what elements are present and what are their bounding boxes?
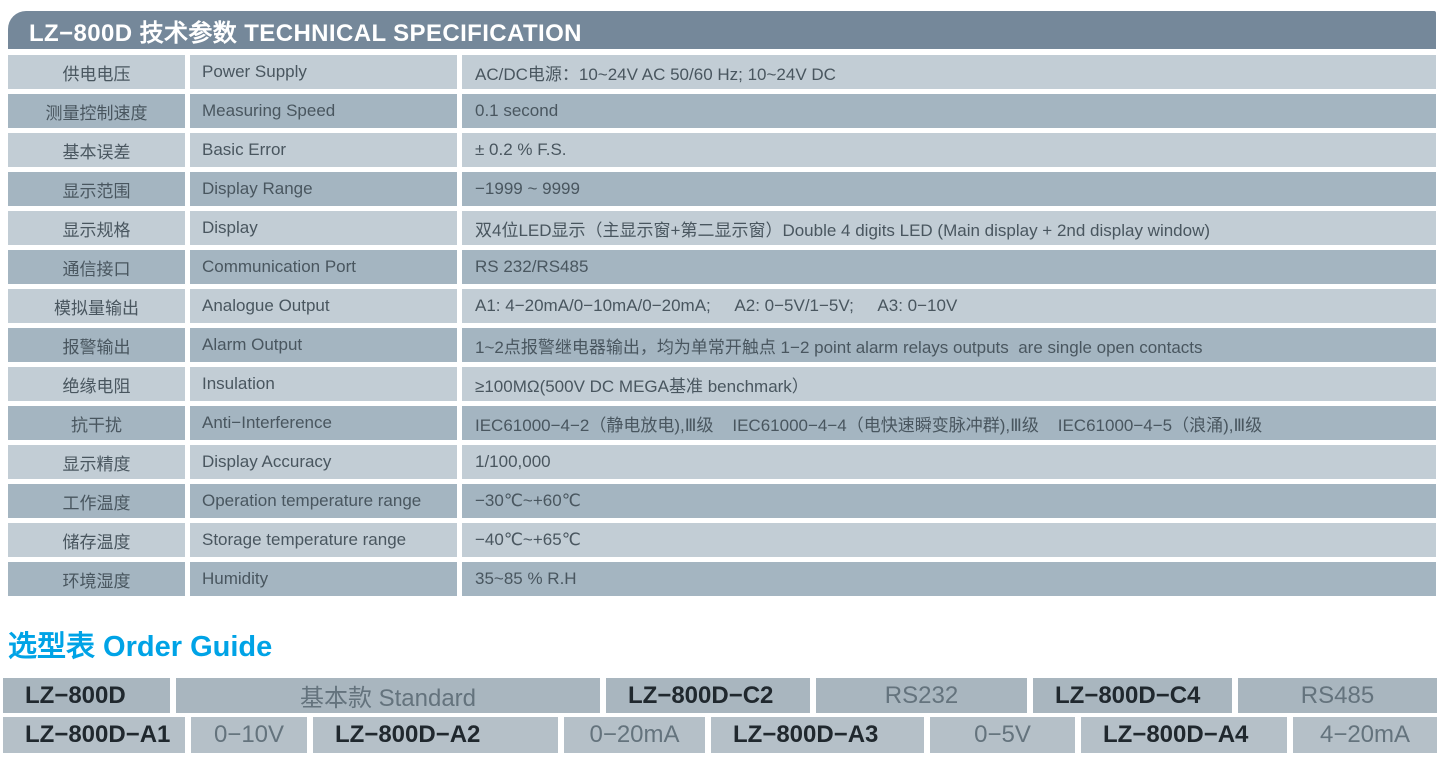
order-guide-row-1: LZ−800D 基本款 Standard LZ−800D−C2 RS232 LZ−800…	[3, 678, 1437, 713]
spec-row: 模拟量输出 Analogue Output A1: 4−20mA/0−10mA/0−…	[8, 289, 1436, 323]
spec-value: −30℃~+60℃	[462, 484, 1436, 518]
spec-value: 0.1 second	[462, 94, 1436, 128]
spec-label-cn: 绝缘电阻	[8, 367, 185, 401]
order-option-cell: 4−20mA	[1293, 717, 1437, 753]
spec-label-cn: 储存温度	[8, 523, 185, 557]
spec-table: 供电电压 Power Supply AC/DC电源：10~24V AC 50/60 …	[8, 55, 1436, 596]
order-guide-heading: 选型表 Order Guide	[8, 631, 273, 663]
spec-value: IEC61000−4−2（静电放电),Ⅲ级 IEC61000−4−4（电快速瞬变…	[462, 406, 1436, 440]
spec-label-cn: 显示规格	[8, 211, 185, 245]
spec-value: −40℃~+65℃	[462, 523, 1436, 557]
order-option-cell: 0−10V	[191, 717, 307, 753]
spec-value: 35~85 % R.H	[462, 562, 1436, 596]
spec-row: 工作温度 Operation temperature range −30℃~+60℃	[8, 484, 1436, 518]
order-option-cell: 0−5V	[930, 717, 1075, 753]
spec-row: 通信接口 Communication Port RS 232/RS485	[8, 250, 1436, 284]
spec-label-cn: 供电电压	[8, 55, 185, 89]
spec-row: 报警输出 Alarm Output 1~2点报警继电器输出，均为单常开触点 1−2 …	[8, 328, 1436, 362]
order-model-cell: LZ−800D−A4	[1081, 717, 1287, 753]
order-guide-row-2: LZ−800D−A1 0−10V LZ−800D−A2 0−20mA LZ−800D−A…	[3, 717, 1437, 753]
spec-value: −1999 ~ 9999	[462, 172, 1436, 206]
spec-label-en: Display Accuracy	[190, 445, 457, 479]
spec-value: 双4位LED显示（主显示窗+第二显示窗）Double 4 digits LED …	[462, 211, 1436, 245]
spec-row: 显示范围 Display Range −1999 ~ 9999	[8, 172, 1436, 206]
spec-label-en: Anti−Interference	[190, 406, 457, 440]
spec-value: AC/DC电源：10~24V AC 50/60 Hz; 10~24V DC	[462, 55, 1436, 89]
spec-row: 供电电压 Power Supply AC/DC电源：10~24V AC 50/60 …	[8, 55, 1436, 89]
spec-label-en: Display	[190, 211, 457, 245]
spec-label-en: Basic Error	[190, 133, 457, 167]
spec-label-cn: 工作温度	[8, 484, 185, 518]
spec-row: 抗干扰 Anti−Interference IEC61000−4−2（静电放电),Ⅲ…	[8, 406, 1436, 440]
spec-row: 环境湿度 Humidity 35~85 % R.H	[8, 562, 1436, 596]
spec-label-cn: 显示范围	[8, 172, 185, 206]
order-model-cell: LZ−800D−A1	[3, 717, 185, 753]
spec-label-en: Operation temperature range	[190, 484, 457, 518]
spec-row: 测量控制速度 Measuring Speed 0.1 second	[8, 94, 1436, 128]
order-model-cell: LZ−800D−C4	[1033, 678, 1232, 713]
spec-header-bar: LZ−800D 技术参数 TECHNICAL SPECIFICATION	[8, 11, 1436, 49]
order-model-cell: LZ−800D	[3, 678, 170, 713]
spec-label-en: Analogue Output	[190, 289, 457, 323]
spec-label-en: Humidity	[190, 562, 457, 596]
spec-label-cn: 基本误差	[8, 133, 185, 167]
order-model-cell: LZ−800D−A3	[711, 717, 924, 753]
spec-row: 基本误差 Basic Error ± 0.2 % F.S.	[8, 133, 1436, 167]
order-model-cell: LZ−800D−C2	[606, 678, 810, 713]
spec-label-cn: 模拟量输出	[8, 289, 185, 323]
spec-row: 绝缘电阻 Insulation ≥100MΩ(500V DC MEGA基准 benc…	[8, 367, 1436, 401]
spec-label-cn: 通信接口	[8, 250, 185, 284]
spec-value: ± 0.2 % F.S.	[462, 133, 1436, 167]
spec-value: 1~2点报警继电器输出，均为单常开触点 1−2 point alarm rela…	[462, 328, 1436, 362]
spec-label-cn: 报警输出	[8, 328, 185, 362]
spec-row: 显示规格 Display 双4位LED显示（主显示窗+第二显示窗）Double 4 …	[8, 211, 1436, 245]
spec-label-en: Power Supply	[190, 55, 457, 89]
spec-label-cn: 环境湿度	[8, 562, 185, 596]
spec-label-en: Measuring Speed	[190, 94, 457, 128]
spec-label-cn: 测量控制速度	[8, 94, 185, 128]
spec-label-en: Storage temperature range	[190, 523, 457, 557]
order-option-cell: RS232	[816, 678, 1027, 713]
spec-label-en: Insulation	[190, 367, 457, 401]
spec-value: A1: 4−20mA/0−10mA/0−20mA; A2: 0−5V/1−5V;…	[462, 289, 1436, 323]
spec-row: 储存温度 Storage temperature range −40℃~+65℃	[8, 523, 1436, 557]
spec-label-cn: 显示精度	[8, 445, 185, 479]
spec-sheet-page: LZ−800D 技术参数 TECHNICAL SPECIFICATION 供电电…	[0, 11, 1439, 773]
spec-label-cn: 抗干扰	[8, 406, 185, 440]
order-option-cell: 基本款 Standard	[176, 678, 600, 713]
spec-label-en: Communication Port	[190, 250, 457, 284]
spec-label-en: Display Range	[190, 172, 457, 206]
order-model-cell: LZ−800D−A2	[313, 717, 558, 753]
spec-value: 1/100,000	[462, 445, 1436, 479]
page-title: LZ−800D 技术参数 TECHNICAL SPECIFICATION	[29, 19, 582, 47]
spec-row: 显示精度 Display Accuracy 1/100,000	[8, 445, 1436, 479]
spec-value: ≥100MΩ(500V DC MEGA基准 benchmark）	[462, 367, 1436, 401]
order-option-cell: RS485	[1238, 678, 1437, 713]
spec-value: RS 232/RS485	[462, 250, 1436, 284]
spec-label-en: Alarm Output	[190, 328, 457, 362]
order-option-cell: 0−20mA	[564, 717, 705, 753]
